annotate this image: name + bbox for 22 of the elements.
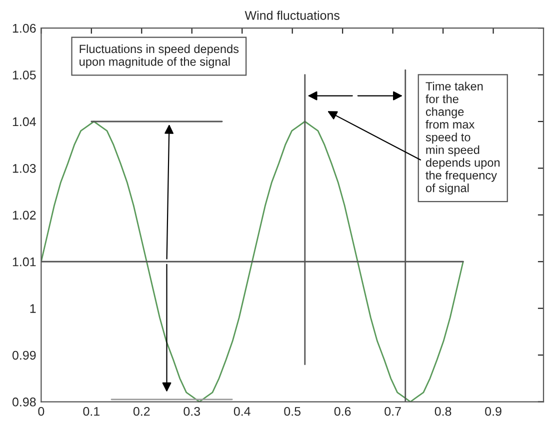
- x-tick-label: 0.2: [133, 406, 150, 416]
- x-tick-label: 0.9: [485, 406, 502, 416]
- y-tick-label: 1: [30, 304, 36, 313]
- x-tick-label: 0.6: [334, 406, 351, 416]
- annotation: Fluctuations in speed depends upon magnitude of the signal: [80, 44, 239, 68]
- chart-title: Wind fluctuations: [244, 10, 340, 20]
- x-tick-label: 0.3: [184, 406, 200, 416]
- text: Time taken for the change from max speed to min speed depends upon the frequency of signal: [426, 82, 500, 195]
- x-tick-label: 0.4: [234, 406, 250, 416]
- y-tick-label: 1.06: [12, 24, 36, 33]
- x-tick-label: 0.7: [384, 406, 401, 416]
- y-tick-label: 1.03: [12, 164, 36, 173]
- y-tick-label: 1.01: [12, 257, 36, 266]
- x-tick-label: 0: [38, 406, 44, 416]
- y-tick-label: 1.05: [12, 70, 36, 80]
- x-tick-label: 0.1: [83, 406, 100, 416]
- y-tick-label: 0.98: [12, 398, 36, 406]
- y-tick-label: 0.99: [12, 350, 36, 360]
- y-tick-label: 1.02: [12, 210, 36, 220]
- y-tick-label: 1.04: [12, 117, 36, 126]
- x-tick-label: 0.8: [434, 406, 452, 416]
- x-tick-label: 0.5: [284, 406, 301, 416]
